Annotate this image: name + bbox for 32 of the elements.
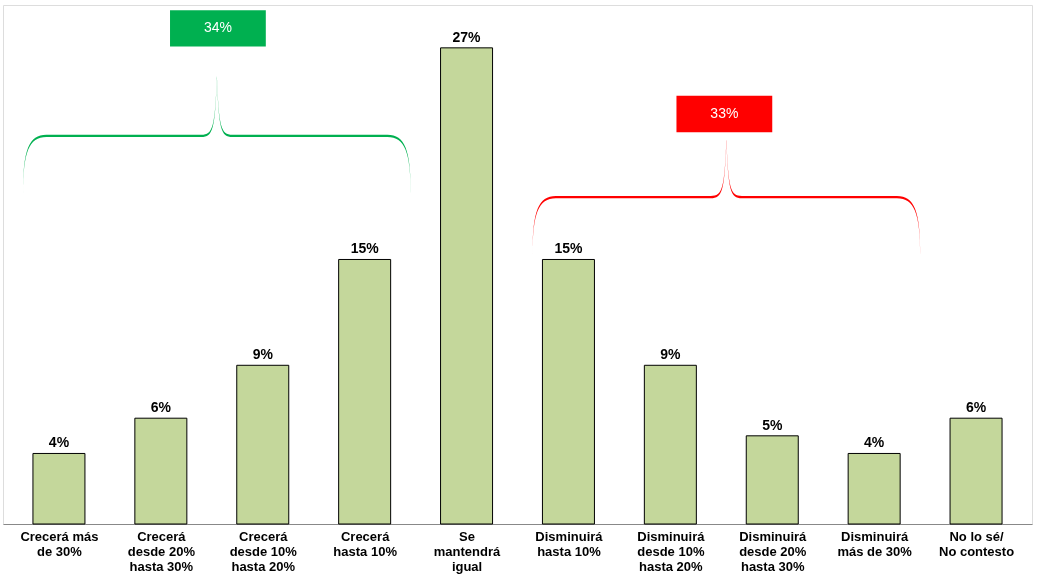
bar	[440, 47, 494, 525]
x-tick-label: No lo sé/ No contesto	[938, 528, 1015, 559]
data-label: 15%	[554, 240, 584, 257]
bar	[541, 258, 595, 525]
x-tick-label: Se mantendrá igual	[433, 528, 502, 574]
bar	[643, 364, 697, 525]
data-label: 6%	[150, 399, 172, 416]
bar	[236, 364, 290, 525]
data-label: 9%	[252, 346, 274, 363]
data-label: 15%	[350, 240, 380, 257]
data-label: 27%	[452, 28, 482, 45]
x-tick-label: Crecerá desde 10% hasta 20%	[229, 528, 298, 574]
text: 34%	[203, 19, 232, 36]
x-tick-label: Disminuirá desde 10% hasta 20%	[637, 528, 706, 574]
bar	[338, 258, 392, 525]
x-tick-label: Crecerá hasta 10%	[333, 528, 398, 559]
data-label: 6%	[965, 399, 987, 416]
bar	[32, 452, 86, 525]
data-label: 9%	[660, 346, 682, 363]
x-tick-label: Crecerá más de 30%	[20, 528, 99, 559]
data-label: 4%	[864, 434, 885, 451]
bar	[134, 417, 188, 525]
bar	[847, 452, 901, 525]
data-label: 5%	[762, 416, 783, 433]
x-tick-label: Disminuirá más de 30%	[837, 528, 913, 559]
x-tick-label: Crecerá desde 20% hasta 30%	[127, 528, 196, 574]
annotation: 33%	[710, 104, 739, 121]
bar	[949, 417, 1003, 525]
data-label: 4%	[48, 434, 70, 451]
bar	[745, 435, 799, 525]
x-tick-label: Disminuirá hasta 10%	[535, 528, 604, 559]
x-tick-label: Disminuirá desde 20% hasta 30%	[739, 528, 808, 574]
